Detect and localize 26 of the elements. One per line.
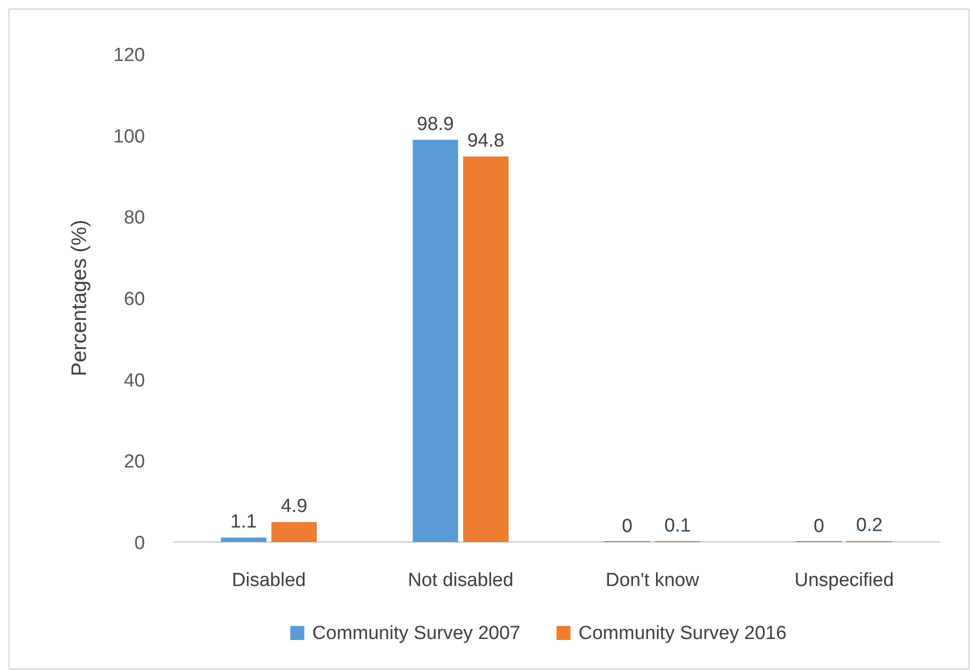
data-label: 4.9: [280, 496, 308, 518]
y-tick-label: 40: [124, 370, 145, 392]
legend-label: Community Survey 2016: [578, 623, 787, 644]
x-tick-label: Not disabled: [408, 570, 514, 591]
data-label: 0.2: [856, 515, 883, 536]
bar: [271, 522, 317, 542]
x-tick-label: Don't know: [606, 570, 700, 591]
y-tick-label: 0: [134, 533, 145, 554]
data-label: 0: [622, 516, 632, 537]
y-tick-label: 100: [113, 126, 145, 148]
y-tick-label: 60: [124, 289, 145, 310]
bar: [412, 140, 458, 542]
y-axis-title: Percentages (%): [68, 220, 91, 376]
x-tick-label: Unspecified: [794, 570, 894, 591]
data-label: 0.1: [664, 516, 691, 537]
bar: [220, 538, 266, 542]
x-tick-label: Disabled: [232, 570, 306, 591]
bar: [463, 156, 509, 542]
legend-label: Community Survey 2007: [312, 623, 520, 644]
data-label: 94.8: [467, 130, 504, 152]
y-tick-label: 80: [124, 208, 145, 229]
data-label: 0: [814, 516, 824, 537]
data-label: 1.1: [230, 512, 257, 533]
data-label: 98.9: [416, 114, 454, 135]
y-tick-label: 20: [124, 452, 145, 473]
y-tick-label: 120: [113, 45, 145, 66]
